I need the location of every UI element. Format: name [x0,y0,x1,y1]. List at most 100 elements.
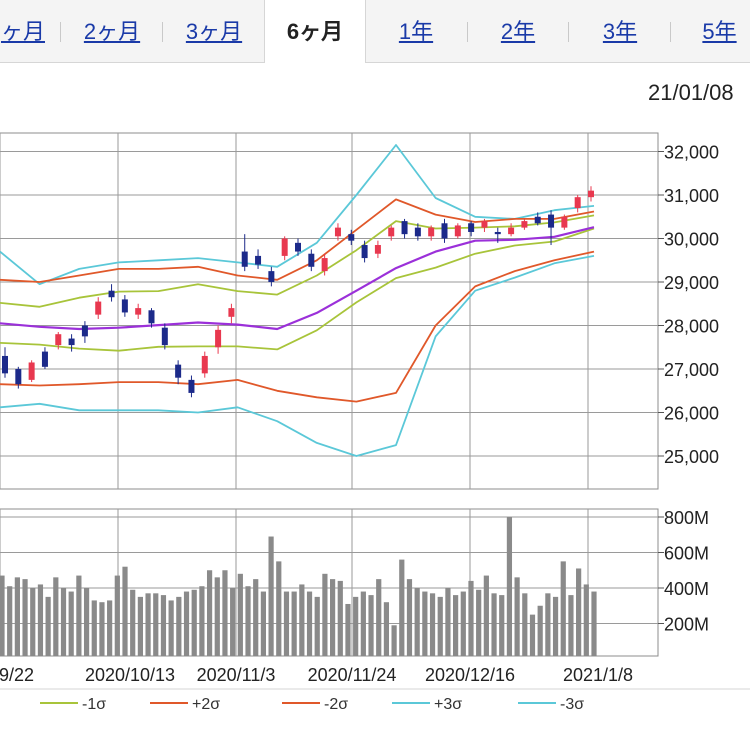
candle-body [361,245,368,259]
volume-bar [30,588,36,656]
candle-body [308,253,315,267]
price-tick-label: 25,000 [664,447,719,467]
volume-bar [406,579,413,656]
price-tick-label: 32,000 [664,143,719,163]
candle-body [255,255,262,265]
candle-body [121,299,128,313]
candle-body [15,369,22,385]
volume-bar [0,575,5,656]
volume-bar [53,577,59,656]
volume-bar [37,584,44,656]
volume-tick-label: 800M [664,508,709,528]
candle-body [41,351,48,367]
legend-label: +3σ [434,696,462,713]
volume-bar [368,595,374,656]
candle-body [95,301,102,315]
candle-body [428,227,435,237]
x-tick-label: 2021/1/8 [563,665,633,685]
volume-bar [591,591,597,656]
volume-bar [322,573,328,656]
candle-body [401,221,408,235]
volume-bar [168,600,174,656]
legend-label: -2σ [324,696,348,713]
volume-bar [14,577,20,656]
tab-3-years[interactable]: 3年 [602,19,638,44]
volume-bar [299,584,305,656]
volume-bar [353,596,359,656]
candle-body [321,258,328,272]
volume-bar [122,566,128,656]
candle-body [534,216,541,224]
volume-bar [552,596,559,656]
candle-body [494,231,501,235]
x-tick-label: 9/22 [0,665,34,685]
candle-body [588,190,594,198]
volume-bar [91,600,97,656]
candle-body [521,221,528,228]
tab-5-years[interactable]: 5年 [702,19,737,44]
candle-body [108,290,115,298]
volume-bar [514,577,520,656]
candle-body [508,227,515,235]
volume-tick-label: 400M [664,579,709,599]
band-line [0,144,595,286]
volume-bar [153,593,159,656]
tab-2-months[interactable]: 2ヶ月 [83,19,141,44]
candle-body [574,197,581,209]
volume-bar [214,577,220,656]
band-line [0,214,595,308]
volume-bar [476,589,482,656]
volume-bar [191,589,197,656]
candle-body [481,221,488,228]
tab-3-months[interactable]: 3ヶ月 [185,19,243,44]
tab-1-year[interactable]: 1年 [398,19,434,44]
volume-tick-label: 600M [664,544,709,564]
price-tick-label: 27,000 [664,360,719,380]
candle-body [561,216,568,228]
volume-bar [345,603,351,656]
volume-bar [237,573,243,656]
candle-body [388,227,395,237]
volume-bar [276,561,282,656]
legend-label: -1σ [82,696,106,713]
tab-6-months[interactable]: 6ヶ月 [264,0,366,63]
volume-bar [391,625,397,656]
volume-bar [329,579,336,656]
volume-bar [545,593,551,656]
volume-bar [230,588,236,656]
volume-bar [506,517,513,656]
band-line [0,198,595,283]
volume-bar [576,568,582,656]
volume-bar [83,588,90,656]
candle-body [548,214,555,228]
candle-body [148,310,155,324]
candle-body [281,238,288,256]
volume-bar [529,614,536,656]
volume-bar [60,588,67,656]
candle-body [175,364,182,378]
volume-bar [253,579,259,656]
tab-separator [162,22,163,42]
candle-body [228,308,235,317]
tab-1-month[interactable]: ヶ月 [0,19,45,44]
candle-body [414,227,421,237]
candle-body [334,227,341,237]
tab-2-years[interactable]: 2年 [500,19,536,44]
price-panel-frame [0,132,659,490]
volume-bar [491,593,497,656]
volume-bar [414,588,420,656]
band-line [0,255,595,457]
volume-bar [560,561,566,656]
volume-bar [568,595,574,656]
volume-bar [160,595,167,656]
volume-bar [137,596,143,656]
volume-tick-label: 200M [664,615,709,635]
candle-body [68,338,75,346]
candle-body [201,355,208,374]
volume-bar [206,570,213,656]
price-tick-label: 28,000 [664,317,719,337]
candle-body [161,327,168,346]
candle-body [2,355,8,374]
tab-separator [467,22,468,42]
volume-panel-frame [0,508,659,657]
